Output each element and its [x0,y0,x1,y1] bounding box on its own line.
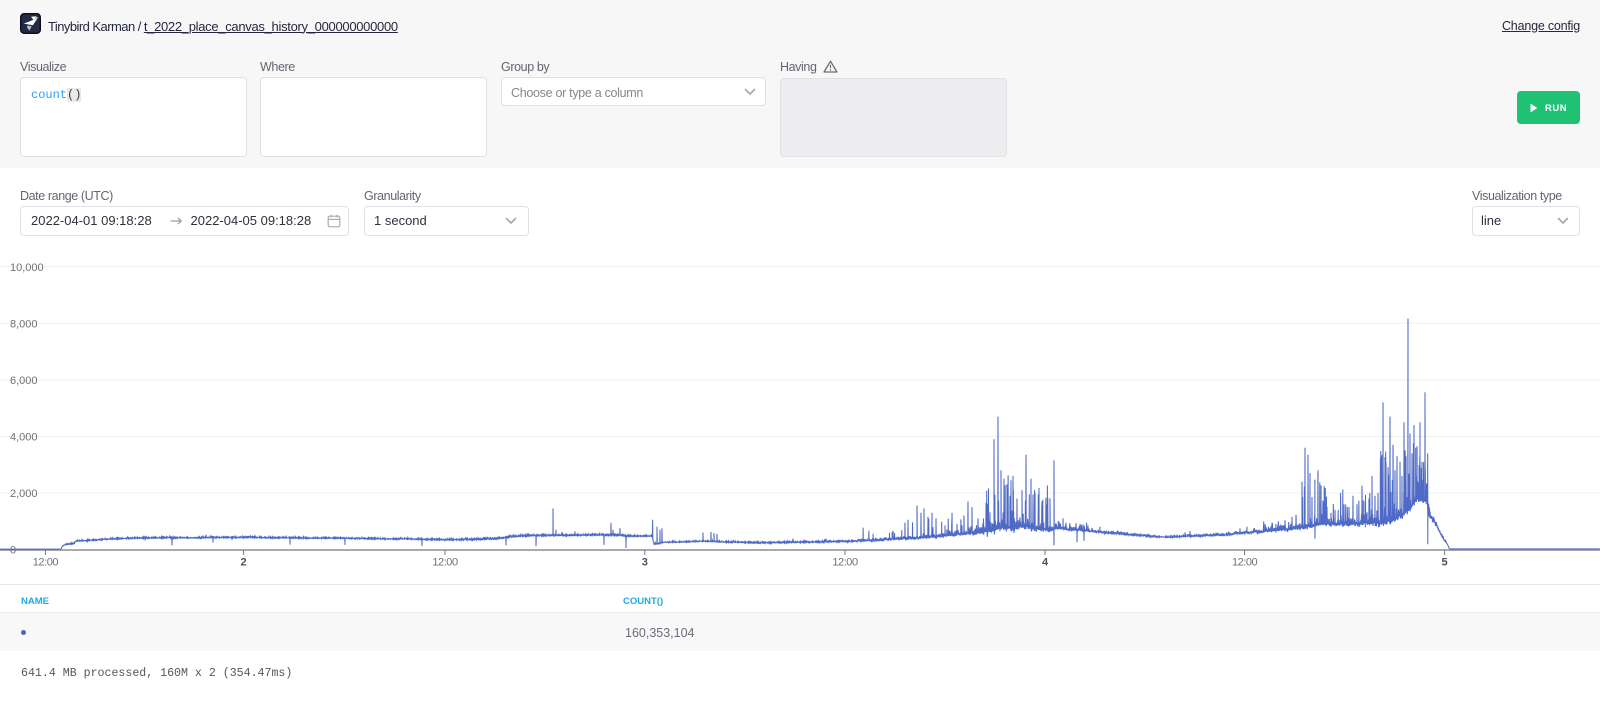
svg-text:4: 4 [1042,557,1049,569]
svg-text:5: 5 [1442,557,1448,569]
svg-text:8,000: 8,000 [10,318,38,330]
svg-text:12:00: 12:00 [1232,557,1258,569]
svg-text:12:00: 12:00 [432,557,458,569]
svg-text:0: 0 [10,545,16,557]
svg-text:2: 2 [241,557,247,569]
svg-text:6,000: 6,000 [10,375,38,387]
svg-text:10,000: 10,000 [10,262,44,274]
svg-text:2,000: 2,000 [10,488,38,500]
svg-text:12:00: 12:00 [33,557,59,569]
svg-text:3: 3 [642,557,648,569]
svg-text:12:00: 12:00 [832,557,858,569]
svg-text:4,000: 4,000 [10,431,38,443]
